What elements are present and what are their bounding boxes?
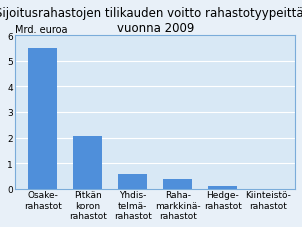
Bar — [73, 137, 102, 189]
Title: Sijoitusrahastojen tilikauden voitto rahastotyypeittäin
vuonna 2009: Sijoitusrahastojen tilikauden voitto rah… — [0, 7, 302, 35]
Bar — [208, 187, 237, 189]
Bar — [118, 175, 147, 189]
Bar — [28, 49, 57, 189]
Bar — [163, 179, 192, 189]
Text: Mrd. euroa: Mrd. euroa — [15, 25, 68, 35]
